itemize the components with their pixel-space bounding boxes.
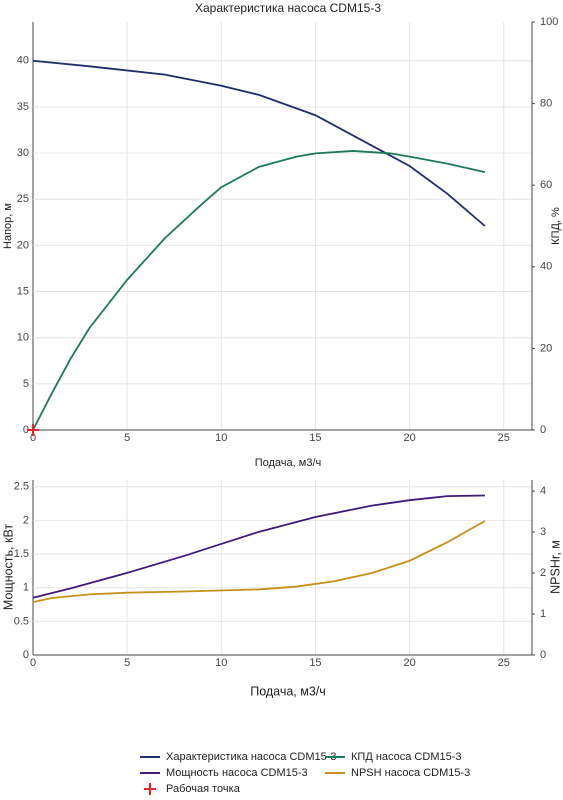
y2-tick-label: 4 (540, 485, 546, 497)
x-tick-label: 5 (124, 432, 130, 444)
y-tick-label: 5 (23, 378, 29, 390)
y-tick-label: 0 (23, 424, 29, 436)
legend-label: NPSH насоса CDM15-3 (351, 767, 470, 779)
legend-label: КПД насоса CDM15-3 (351, 751, 462, 763)
y2-tick-label: 1 (540, 608, 546, 620)
x-tick-label: 0 (30, 657, 36, 669)
series-line (32, 150, 486, 431)
series-line (32, 494, 485, 599)
y2-tick-label: 60 (540, 179, 552, 191)
x-tick-label: 25 (498, 432, 510, 444)
y-tick-label: 2 (23, 514, 29, 526)
legend-label: Рабочая точка (166, 783, 241, 795)
y-axis-title: Мощность, кВт (1, 524, 15, 610)
y2-tick-label: 0 (540, 424, 546, 436)
x-tick-label: 10 (215, 432, 227, 444)
y-tick-label: 25 (17, 193, 29, 205)
x-tick-label: 15 (309, 657, 321, 669)
y-tick-label: 20 (17, 239, 29, 251)
y-tick-label: 40 (17, 55, 29, 67)
x-tick-label: 5 (124, 657, 130, 669)
y-tick-label: 1 (23, 582, 29, 594)
y2-axis-title: КПД, % (550, 207, 562, 245)
working-point (27, 424, 39, 436)
y-tick-label: 30 (17, 147, 29, 159)
legend-label: Характеристика насоса CDM15-3 (166, 751, 337, 763)
legend-label: Мощность насоса CDM15-3 (166, 767, 308, 779)
series-line (32, 520, 486, 604)
y-tick-label: 2.5 (14, 481, 29, 493)
y-tick-label: 10 (17, 332, 29, 344)
y2-tick-label: 100 (540, 16, 558, 28)
y2-tick-label: 20 (540, 342, 552, 354)
y2-tick-label: 0 (540, 649, 546, 661)
series-line (32, 59, 486, 227)
x-tick-label: 25 (498, 657, 510, 669)
y-tick-label: 1.5 (14, 548, 29, 560)
y2-tick-label: 80 (540, 98, 552, 110)
y2-tick-label: 3 (540, 526, 546, 538)
x-axis-title: Подача, м3/ч (255, 457, 322, 469)
x-tick-label: 0 (30, 432, 36, 444)
chart-title: Характеристика насоса CDM15-3 (195, 1, 381, 15)
legend-swatch (144, 783, 156, 795)
y2-tick-label: 2 (540, 567, 546, 579)
x-axis-title: Подача, м3/ч (250, 684, 326, 698)
y-tick-label: 15 (17, 285, 29, 297)
y2-axis-title: NPSHr, м (548, 540, 562, 594)
x-tick-label: 15 (309, 432, 321, 444)
y-tick-label: 35 (17, 101, 29, 113)
x-tick-label: 20 (403, 657, 415, 669)
y-axis-title: Напор, м (2, 203, 14, 249)
y-tick-label: 0.5 (14, 615, 29, 627)
x-tick-label: 10 (215, 657, 227, 669)
x-tick-label: 20 (403, 432, 415, 444)
y2-tick-label: 40 (540, 261, 552, 273)
y-tick-label: 0 (23, 649, 29, 661)
